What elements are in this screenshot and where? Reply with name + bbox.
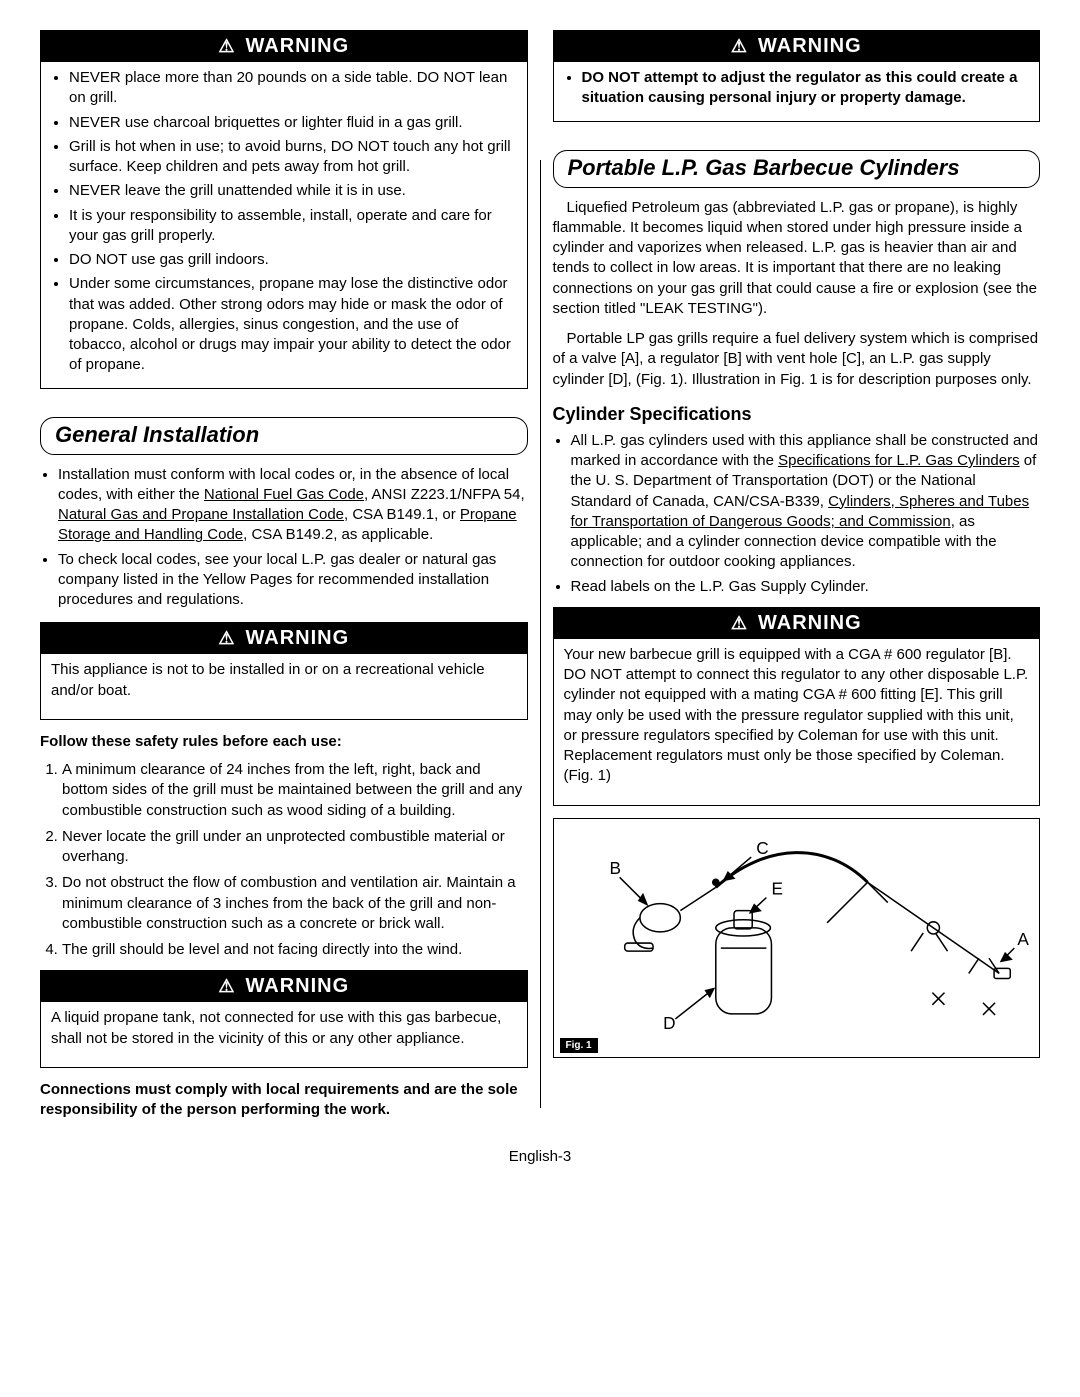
cylinder-spec-list: All L.P. gas cylinders used with this ap… xyxy=(553,431,1041,597)
warning-icon: ⚠ xyxy=(731,36,748,57)
fig-label-c: C xyxy=(756,838,768,858)
warning-bar: ⚠ WARNING xyxy=(41,31,527,62)
list-item: Do not obstruct the flow of combustion a… xyxy=(62,873,528,934)
warning-bar: ⚠ WARNING xyxy=(41,623,527,654)
warning-bar: ⚠ WARNING xyxy=(554,31,1040,62)
warning-label: WARNING xyxy=(758,612,862,635)
warning-box-2: ⚠ WARNING This appliance is not to be in… xyxy=(40,622,528,720)
warning-label: WARNING xyxy=(245,35,349,58)
warning-5-text: Your new barbecue grill is equipped with… xyxy=(564,645,1030,787)
figure-caption: Fig. 1 xyxy=(560,1038,598,1053)
paragraph-1: Liquefied Petroleum gas (abbreviated L.P… xyxy=(553,198,1041,320)
warning-icon: ⚠ xyxy=(731,613,748,634)
warning-2-text: This appliance is not to be installed in… xyxy=(51,660,517,701)
list-item: All L.P. gas cylinders used with this ap… xyxy=(571,431,1041,573)
fig-label-e: E xyxy=(771,878,782,898)
list-item: Installation must conform with local cod… xyxy=(58,465,528,546)
general-installation-list: Installation must conform with local cod… xyxy=(40,465,528,611)
page-footer: English-3 xyxy=(40,1148,1040,1165)
figure-1: B C E D A Fig. 1 xyxy=(553,818,1041,1058)
cylinder-spec-title: Cylinder Specifications xyxy=(553,404,1041,425)
list-item: The grill should be level and not facing… xyxy=(62,940,528,960)
warning-label: WARNING xyxy=(245,975,349,998)
portable-cylinders-title: Portable L.P. Gas Barbecue Cylinders xyxy=(553,150,1041,188)
list-item: Under some circumstances, propane may lo… xyxy=(69,274,517,375)
warning-icon: ⚠ xyxy=(218,976,235,997)
warning-box-5: ⚠ WARNING Your new barbecue grill is equ… xyxy=(553,607,1041,806)
warning-box-1: ⚠ WARNING NEVER place more than 20 pound… xyxy=(40,30,528,389)
right-column: ⚠ WARNING DO NOT attempt to adjust the r… xyxy=(553,30,1041,1128)
warning-label: WARNING xyxy=(245,627,349,650)
fig-label-b: B xyxy=(609,858,620,878)
list-item: Never locate the grill under an unprotec… xyxy=(62,827,528,868)
warning-box-4: ⚠ WARNING DO NOT attempt to adjust the r… xyxy=(553,30,1041,122)
connections-note: Connections must comply with local requi… xyxy=(40,1080,528,1121)
list-item: NEVER place more than 20 pounds on a sid… xyxy=(69,68,517,109)
figure-1-svg: B C E D A xyxy=(564,829,1030,1047)
list-item: DO NOT attempt to adjust the regulator a… xyxy=(582,68,1030,109)
list-item: NEVER leave the grill unattended while i… xyxy=(69,181,517,201)
general-installation-title: General Installation xyxy=(40,417,528,455)
rules-intro: Follow these safety rules before each us… xyxy=(40,732,528,752)
list-item: DO NOT use gas grill indoors. xyxy=(69,250,517,270)
list-item: Read labels on the L.P. Gas Supply Cylin… xyxy=(571,577,1041,597)
warning-icon: ⚠ xyxy=(218,36,235,57)
left-column: ⚠ WARNING NEVER place more than 20 pound… xyxy=(40,30,528,1128)
list-item: NEVER use charcoal briquettes or lighter… xyxy=(69,113,517,133)
warning-4-list: DO NOT attempt to adjust the regulator a… xyxy=(564,68,1030,109)
warning-1-list: NEVER place more than 20 pounds on a sid… xyxy=(51,68,517,376)
warning-bar: ⚠ WARNING xyxy=(554,608,1040,639)
warning-3-text: A liquid propane tank, not connected for… xyxy=(51,1008,517,1049)
safety-rules-list: A minimum clearance of 24 inches from th… xyxy=(40,760,528,960)
warning-icon: ⚠ xyxy=(218,628,235,649)
warning-box-3: ⚠ WARNING A liquid propane tank, not con… xyxy=(40,970,528,1068)
list-item: A minimum clearance of 24 inches from th… xyxy=(62,760,528,821)
list-item: Grill is hot when in use; to avoid burns… xyxy=(69,137,517,178)
warning-bar: ⚠ WARNING xyxy=(41,971,527,1002)
list-item: To check local codes, see your local L.P… xyxy=(58,550,528,611)
fig-label-d: D xyxy=(663,1013,675,1033)
warning-label: WARNING xyxy=(758,35,862,58)
paragraph-2: Portable LP gas grills require a fuel de… xyxy=(553,329,1041,390)
column-divider xyxy=(540,160,541,1108)
list-item: It is your responsibility to assemble, i… xyxy=(69,206,517,247)
fig-label-a: A xyxy=(1017,929,1029,949)
